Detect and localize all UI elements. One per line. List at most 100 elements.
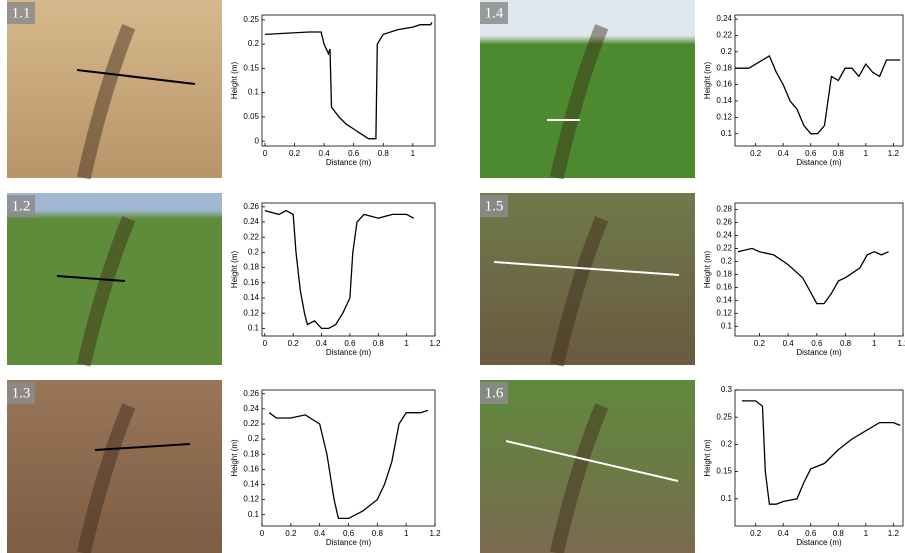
photo xyxy=(7,380,222,553)
plot-frame xyxy=(735,203,903,336)
y-axis-label: Height (m) xyxy=(703,250,712,288)
x-tick-label: 0 xyxy=(263,149,268,158)
y-tick-label: 0.16 xyxy=(716,80,732,89)
x-tick-label: 1.2 xyxy=(897,339,905,348)
y-tick-label: 0.2 xyxy=(721,47,733,56)
profile-line xyxy=(742,401,900,504)
photo xyxy=(7,0,222,178)
y-tick-label: 0.24 xyxy=(243,404,259,413)
x-tick-label: 1.2 xyxy=(429,339,441,348)
y-tick-label: 0.12 xyxy=(243,308,259,317)
y-tick-label: 0.22 xyxy=(243,232,259,241)
x-tick-label: 1 xyxy=(864,149,869,158)
y-tick-label: 0.26 xyxy=(716,218,732,227)
y-tick-label: 0.14 xyxy=(243,480,259,489)
y-axis-label: Height (m) xyxy=(703,439,712,477)
y-tick-label: 0.24 xyxy=(716,14,732,23)
y-tick-label: 0.18 xyxy=(243,263,259,272)
y-tick-label: 0.26 xyxy=(243,202,259,211)
panel-label: 1.3 xyxy=(12,385,31,401)
x-tick-label: 1.2 xyxy=(429,529,441,538)
x-tick-label: 0.4 xyxy=(319,149,331,158)
photo xyxy=(7,193,222,365)
plot-frame xyxy=(735,390,903,526)
y-tick-label: 0.16 xyxy=(243,464,259,473)
profile-line xyxy=(738,248,889,303)
y-tick-label: 0.2 xyxy=(248,248,260,257)
y-tick-label: 0.26 xyxy=(243,389,259,398)
y-axis-label: Height (m) xyxy=(230,61,239,99)
x-tick-label: 1.2 xyxy=(888,149,900,158)
y-tick-label: 0.18 xyxy=(716,269,732,278)
y-axis-label: Height (m) xyxy=(703,61,712,99)
x-tick-label: 0.2 xyxy=(750,529,762,538)
y-tick-label: 0.05 xyxy=(243,112,259,121)
y-tick-label: 0.12 xyxy=(716,308,732,317)
x-tick-label: 1 xyxy=(872,339,877,348)
x-tick-label: 0.2 xyxy=(750,149,762,158)
y-tick-label: 0.1 xyxy=(248,324,260,333)
plot-frame xyxy=(262,390,435,526)
x-tick-label: 0.8 xyxy=(378,149,390,158)
x-tick-label: 0.4 xyxy=(314,529,326,538)
y-tick-label: 0.12 xyxy=(243,495,259,504)
y-tick-label: 0.14 xyxy=(243,293,259,302)
x-tick-label: 0.4 xyxy=(778,149,790,158)
photo xyxy=(480,193,695,365)
y-tick-label: 0.22 xyxy=(716,244,732,253)
y-tick-label: 0.1 xyxy=(721,321,733,330)
x-tick-label: 0.8 xyxy=(372,529,384,538)
x-tick-label: 0.8 xyxy=(833,529,845,538)
x-tick-label: 1 xyxy=(411,149,416,158)
y-tick-label: 0.2 xyxy=(248,39,260,48)
y-tick-label: 0.12 xyxy=(716,112,732,121)
y-tick-label: 0.15 xyxy=(716,467,732,476)
x-tick-label: 0.4 xyxy=(783,339,795,348)
x-tick-label: 0.8 xyxy=(840,339,852,348)
x-tick-label: 0.6 xyxy=(805,529,817,538)
y-tick-label: 0.18 xyxy=(243,449,259,458)
panel-label: 1.6 xyxy=(485,385,504,401)
y-tick-label: 0.25 xyxy=(716,412,732,421)
x-tick-label: 0.8 xyxy=(373,339,385,348)
x-tick-label: 0.2 xyxy=(754,339,766,348)
x-tick-label: 1 xyxy=(864,529,869,538)
x-axis-label: Distance (m) xyxy=(796,158,842,167)
x-tick-label: 0.6 xyxy=(805,149,817,158)
x-axis-label: Distance (m) xyxy=(796,538,842,547)
x-axis-label: Distance (m) xyxy=(796,348,842,357)
y-tick-label: 0.1 xyxy=(721,494,733,503)
x-tick-label: 1 xyxy=(404,529,409,538)
y-tick-label: 0.14 xyxy=(716,96,732,105)
y-tick-label: 0.24 xyxy=(243,217,259,226)
x-tick-label: 0.2 xyxy=(285,529,297,538)
panel-label: 1.1 xyxy=(12,5,31,21)
panel-label: 1.4 xyxy=(485,5,504,21)
y-axis-label: Height (m) xyxy=(230,250,239,288)
panel-label: 1.2 xyxy=(12,198,31,214)
x-tick-label: 1 xyxy=(404,339,409,348)
x-axis-label: Distance (m) xyxy=(326,158,372,167)
profile-line xyxy=(735,56,900,134)
x-tick-label: 0.4 xyxy=(316,339,328,348)
y-tick-label: 0.2 xyxy=(248,434,260,443)
x-tick-label: 0.8 xyxy=(833,149,845,158)
y-tick-label: 0.15 xyxy=(243,63,259,72)
x-tick-label: 1.2 xyxy=(888,529,900,538)
figure: 1.1 1.2 1.3 1.4 1.5 1.6 0 0.05 0.1 0.15 0.2 0.25 0 0.… xyxy=(0,0,905,553)
y-tick-label: 0.1 xyxy=(248,88,260,97)
y-tick-label: 0.22 xyxy=(716,31,732,40)
y-tick-label: 0 xyxy=(255,136,260,145)
y-tick-label: 0.16 xyxy=(243,278,259,287)
y-tick-label: 0.2 xyxy=(721,256,733,265)
y-tick-label: 0.3 xyxy=(721,385,733,394)
y-tick-label: 0.1 xyxy=(721,129,733,138)
profile-line xyxy=(265,211,414,329)
y-tick-label: 0.24 xyxy=(716,231,732,240)
profile-line xyxy=(269,410,428,518)
y-tick-label: 0.25 xyxy=(243,15,259,24)
plot-frame xyxy=(262,203,435,336)
x-tick-label: 0 xyxy=(260,529,265,538)
panel-label: 1.5 xyxy=(485,198,504,214)
x-tick-label: 0.6 xyxy=(348,149,360,158)
